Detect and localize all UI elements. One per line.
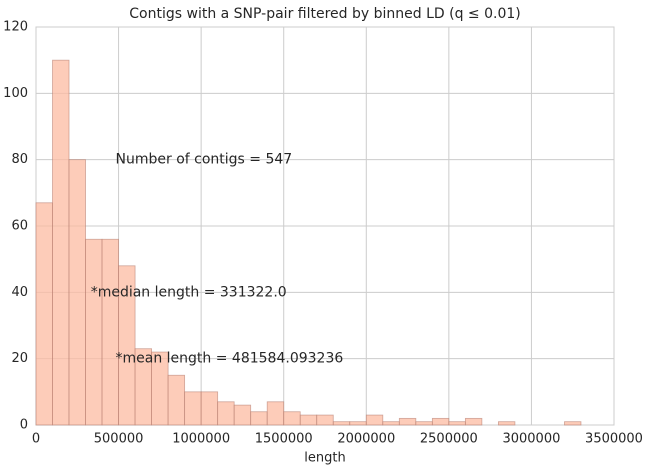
bar — [184, 391, 202, 426]
x-tick-label: 1000000 — [172, 432, 230, 447]
bar — [332, 421, 351, 426]
x-tick-label: 2000000 — [337, 432, 395, 447]
y-tick-label: 0 — [20, 418, 28, 433]
bar — [365, 414, 384, 426]
bar — [233, 404, 252, 426]
y-tick-label: 40 — [11, 285, 28, 300]
y-tick-label: 80 — [11, 152, 28, 167]
bar — [101, 238, 119, 426]
bar — [35, 202, 53, 426]
bar — [283, 411, 301, 426]
bar — [299, 414, 318, 426]
bar — [564, 421, 582, 426]
x-tick-label: 2500000 — [420, 432, 478, 447]
x-tick-label: 1500000 — [255, 432, 313, 447]
bar — [52, 59, 70, 426]
y-tick-label: 20 — [11, 351, 28, 366]
bar — [118, 265, 136, 426]
bar — [464, 417, 483, 426]
bar — [250, 411, 268, 426]
x-tick-label: 3000000 — [502, 432, 560, 447]
bar — [85, 238, 103, 426]
bar — [167, 374, 186, 426]
x-axis-label: length — [304, 451, 345, 466]
bar — [398, 417, 417, 426]
bar — [217, 401, 235, 426]
annotation: *median length = 331322.0 — [91, 284, 287, 300]
chart-title: Contigs with a SNP-pair filtered by binn… — [129, 6, 520, 22]
bar — [382, 421, 400, 426]
y-tick-label: 120 — [3, 20, 28, 35]
bar — [497, 421, 516, 426]
annotation: Number of contigs = 547 — [116, 152, 293, 168]
annotation: *mean length = 481584.093236 — [116, 351, 344, 367]
y-tick-label: 60 — [11, 219, 28, 234]
x-tick-label: 500000 — [94, 432, 144, 447]
x-tick-label: 3500000 — [585, 432, 643, 447]
bar — [266, 401, 285, 426]
bar — [316, 414, 334, 426]
bar — [448, 421, 466, 426]
bar — [200, 391, 219, 426]
y-tick-label: 100 — [3, 86, 28, 101]
bar — [415, 421, 433, 426]
bar — [431, 417, 450, 426]
bar — [68, 159, 86, 426]
x-tick-label: 0 — [32, 432, 40, 447]
bar — [349, 421, 367, 426]
